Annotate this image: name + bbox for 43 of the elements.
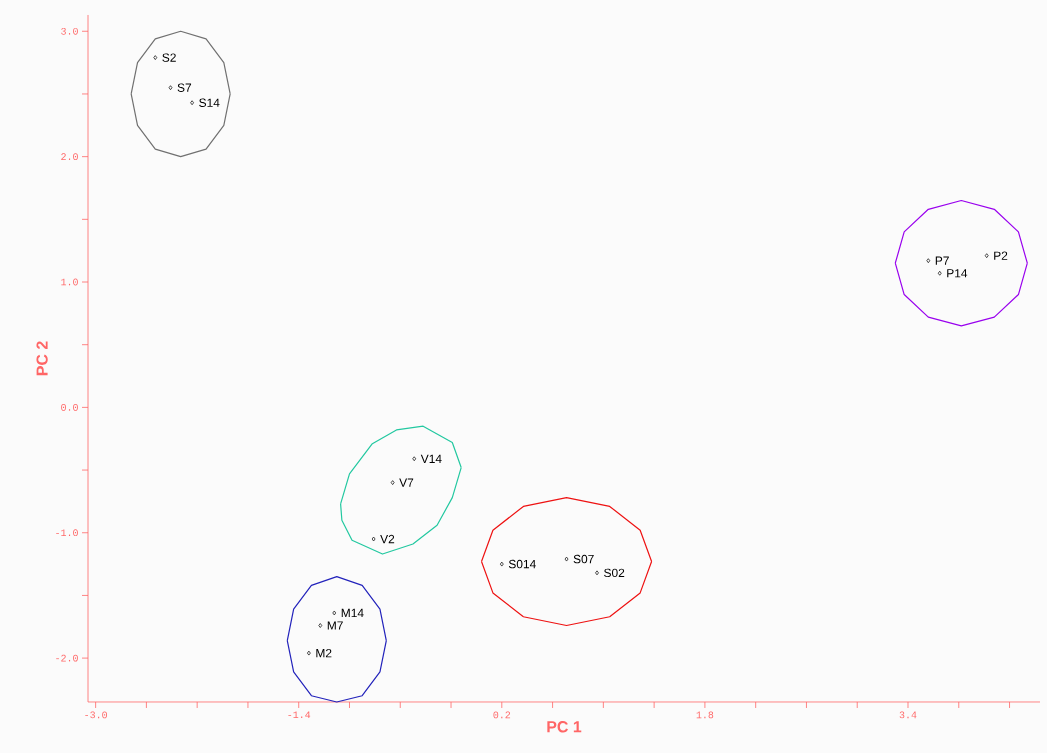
x-tick-label: 3.4 [899,711,917,719]
point [318,623,323,628]
point [390,480,395,485]
annotation: S014 [508,559,536,569]
annotation: V7 [399,478,414,487]
annotation: P14 [947,269,968,278]
annotation: P2 [994,251,1008,260]
point [168,85,173,91]
y-tick-label: 3.0 [61,27,78,35]
point [332,610,337,616]
y-tick-label: -2.0 [56,654,78,662]
point [937,270,942,276]
point [153,55,158,60]
y-axis-title: PC 2 [36,341,48,376]
y-tick-label: 0.0 [61,403,78,411]
point [190,100,194,106]
annotation: M7 [327,621,343,630]
point [412,456,417,462]
point [595,570,599,576]
y-tick-label: 2.0 [61,153,78,161]
point [499,561,504,567]
x-tick-label: -3.0 [85,711,107,719]
x-axis-title: PC 1 [547,721,582,733]
annotation: S7 [177,83,192,92]
x-tick-label: 1.8 [696,711,714,719]
x-tick-label: 0.2 [493,711,511,719]
point [984,253,989,259]
annotation: S14 [199,98,220,107]
x-tick-label: -1.4 [288,711,311,719]
point [564,556,569,562]
annotation: V2 [380,534,395,544]
annotation: S02 [604,568,625,578]
annotation: P7 [935,256,949,265]
annotation: S07 [573,554,594,564]
point [926,258,931,264]
annotation: V14 [420,454,442,463]
annotation: S2 [162,53,176,62]
y-tick-label: 1.0 [61,278,78,286]
point [371,536,376,542]
y-tick-label: -1.0 [56,529,78,537]
point [307,650,311,656]
annotation: M2 [316,648,332,658]
annotation: M14 [341,608,364,618]
